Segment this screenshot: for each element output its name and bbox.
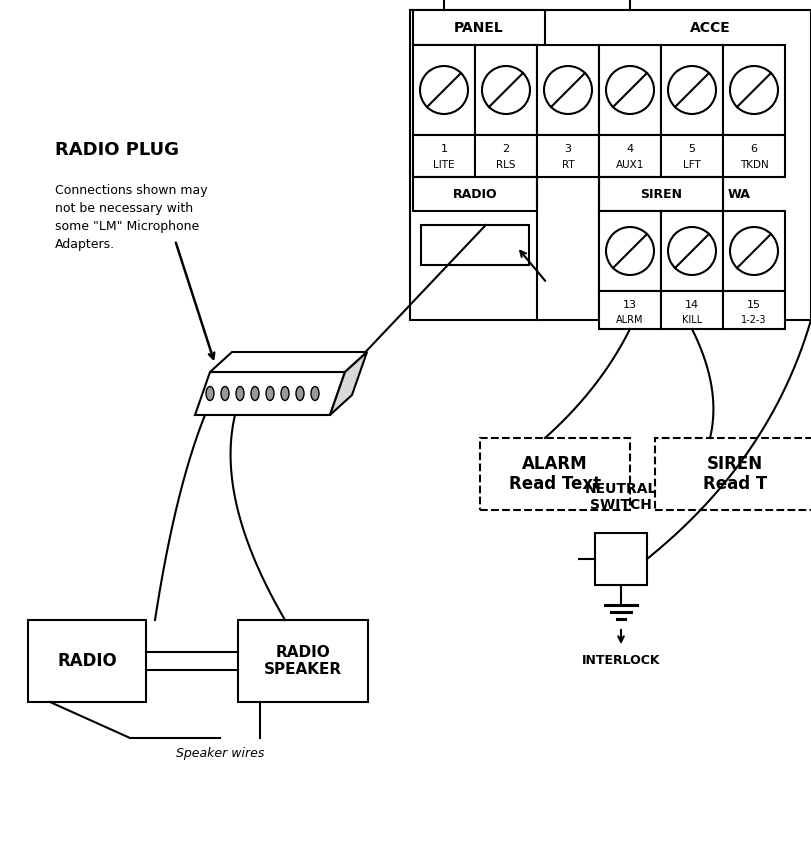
Text: LITE: LITE xyxy=(433,160,455,170)
Ellipse shape xyxy=(281,387,289,400)
Text: INTERLOCK: INTERLOCK xyxy=(581,654,660,667)
Text: RLS: RLS xyxy=(496,160,516,170)
Bar xyxy=(723,135,785,177)
Circle shape xyxy=(420,66,468,114)
Text: SIREN
Read T: SIREN Read T xyxy=(703,455,767,493)
Text: LFT: LFT xyxy=(683,160,701,170)
Text: PANEL: PANEL xyxy=(454,20,504,35)
Bar xyxy=(413,10,545,45)
Text: SIREN: SIREN xyxy=(640,188,682,201)
Text: RADIO: RADIO xyxy=(453,188,497,201)
Text: RADIO PLUG: RADIO PLUG xyxy=(55,141,179,159)
Bar xyxy=(599,45,661,135)
Text: 1-2-3: 1-2-3 xyxy=(741,315,766,325)
Bar xyxy=(238,620,368,702)
Text: not be necessary with: not be necessary with xyxy=(55,201,193,214)
Bar xyxy=(595,533,647,585)
Circle shape xyxy=(668,66,716,114)
Bar xyxy=(655,438,811,510)
Bar xyxy=(413,177,537,211)
Text: 4: 4 xyxy=(626,144,633,154)
Text: Adapters.: Adapters. xyxy=(55,237,115,251)
Polygon shape xyxy=(195,372,345,415)
Text: RT: RT xyxy=(562,160,574,170)
Circle shape xyxy=(730,227,778,275)
Text: KILL: KILL xyxy=(682,315,702,325)
Bar xyxy=(413,135,475,177)
Text: ACCE: ACCE xyxy=(690,20,731,35)
Bar xyxy=(599,211,661,291)
Text: some "LM" Microphone: some "LM" Microphone xyxy=(55,219,200,233)
Text: Connections shown may: Connections shown may xyxy=(55,184,208,196)
Bar xyxy=(599,291,661,329)
Bar xyxy=(723,291,785,329)
Bar xyxy=(723,45,785,135)
Text: AUX1: AUX1 xyxy=(616,160,644,170)
Bar xyxy=(661,211,723,291)
Text: 5: 5 xyxy=(689,144,696,154)
Text: TKDN: TKDN xyxy=(740,160,768,170)
Ellipse shape xyxy=(311,387,319,400)
Circle shape xyxy=(606,66,654,114)
Text: WA: WA xyxy=(728,188,751,201)
Bar xyxy=(599,177,723,211)
Circle shape xyxy=(482,66,530,114)
Bar xyxy=(475,45,537,135)
Circle shape xyxy=(606,227,654,275)
Ellipse shape xyxy=(221,387,229,400)
Text: 13: 13 xyxy=(623,300,637,310)
Ellipse shape xyxy=(251,387,259,400)
Bar xyxy=(599,135,661,177)
Bar xyxy=(661,291,723,329)
Bar xyxy=(480,438,630,510)
Text: ALRM: ALRM xyxy=(616,315,644,325)
Text: NEUTRAL
SWITCH: NEUTRAL SWITCH xyxy=(585,482,657,512)
Ellipse shape xyxy=(296,387,304,400)
Text: 6: 6 xyxy=(750,144,757,154)
Text: 1: 1 xyxy=(440,144,448,154)
Bar xyxy=(421,225,529,265)
Text: 14: 14 xyxy=(685,300,699,310)
Bar xyxy=(661,45,723,135)
Bar xyxy=(28,620,146,702)
Ellipse shape xyxy=(266,387,274,400)
Polygon shape xyxy=(330,352,367,415)
Bar xyxy=(475,135,537,177)
Bar xyxy=(723,211,785,291)
Bar xyxy=(661,135,723,177)
Text: RADIO
SPEAKER: RADIO SPEAKER xyxy=(264,645,342,677)
Text: Speaker wires: Speaker wires xyxy=(176,747,264,761)
Text: 15: 15 xyxy=(747,300,761,310)
Circle shape xyxy=(730,66,778,114)
Text: RADIO: RADIO xyxy=(57,652,117,670)
Text: 2: 2 xyxy=(503,144,509,154)
Ellipse shape xyxy=(236,387,244,400)
Ellipse shape xyxy=(206,387,214,400)
Circle shape xyxy=(544,66,592,114)
Circle shape xyxy=(668,227,716,275)
Bar xyxy=(537,45,599,135)
Text: 3: 3 xyxy=(564,144,572,154)
Bar xyxy=(537,135,599,177)
Text: ALARM
Read Text: ALARM Read Text xyxy=(509,455,601,493)
Bar xyxy=(413,45,475,135)
Polygon shape xyxy=(210,352,367,372)
Bar xyxy=(410,10,811,320)
